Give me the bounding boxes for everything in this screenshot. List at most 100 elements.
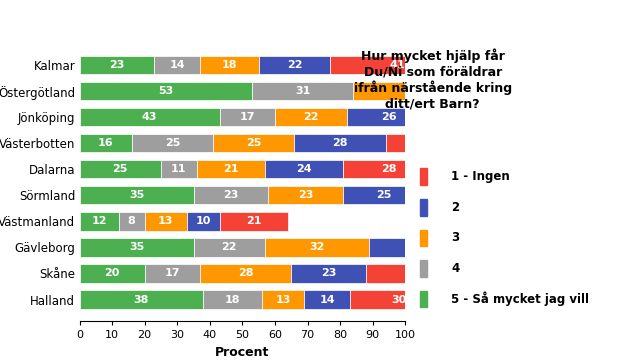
- Bar: [219, 212, 288, 231]
- Text: 21: 21: [458, 112, 473, 122]
- Text: 28: 28: [333, 138, 348, 148]
- Bar: [366, 264, 487, 283]
- Text: 35: 35: [129, 243, 144, 252]
- Text: 18: 18: [221, 60, 237, 70]
- Text: 31: 31: [295, 86, 310, 96]
- Bar: [80, 108, 219, 126]
- Text: Hur mycket hjälp får
Du/Ni som föräldrar
ifrån närstående kring
ditt/ert Barn?: Hur mycket hjälp får Du/Ni som föräldrar…: [354, 49, 512, 110]
- Bar: [265, 160, 343, 178]
- Bar: [304, 290, 350, 309]
- Bar: [80, 82, 252, 100]
- Text: 25: 25: [165, 138, 180, 148]
- Text: 22: 22: [303, 112, 319, 122]
- Text: 23: 23: [321, 269, 336, 278]
- Bar: [343, 160, 434, 178]
- Bar: [425, 186, 617, 204]
- Bar: [132, 134, 213, 152]
- X-axis label: Procent: Procent: [215, 346, 270, 359]
- Bar: [197, 160, 265, 178]
- Text: 59: 59: [513, 190, 529, 200]
- Bar: [193, 186, 268, 204]
- Text: 23: 23: [298, 190, 314, 200]
- Bar: [370, 238, 460, 257]
- Bar: [219, 108, 275, 126]
- Bar: [268, 186, 343, 204]
- Bar: [353, 82, 487, 100]
- Bar: [200, 56, 259, 74]
- Text: 32: 32: [310, 243, 325, 252]
- Bar: [187, 212, 219, 231]
- Bar: [80, 186, 193, 204]
- Text: 10: 10: [196, 216, 211, 226]
- Bar: [420, 291, 427, 308]
- Text: 22: 22: [287, 60, 302, 70]
- Bar: [350, 290, 448, 309]
- Text: 14: 14: [169, 60, 185, 70]
- Text: 26: 26: [381, 112, 397, 122]
- Bar: [385, 134, 464, 152]
- Text: 13: 13: [158, 216, 174, 226]
- Text: 25: 25: [377, 190, 392, 200]
- Bar: [193, 238, 265, 257]
- Text: 23: 23: [223, 190, 238, 200]
- Text: 37: 37: [418, 269, 434, 278]
- Text: 18: 18: [225, 295, 240, 305]
- Text: 11: 11: [171, 164, 186, 174]
- Text: 2: 2: [452, 201, 460, 214]
- Text: 23: 23: [109, 60, 125, 70]
- Text: 24: 24: [296, 164, 312, 174]
- Bar: [80, 160, 161, 178]
- Bar: [144, 264, 200, 283]
- Text: 49: 49: [558, 86, 574, 96]
- Bar: [144, 212, 187, 231]
- Bar: [420, 199, 427, 216]
- Bar: [294, 134, 385, 152]
- Text: 4: 4: [452, 262, 460, 275]
- Bar: [420, 260, 427, 277]
- Bar: [161, 160, 197, 178]
- Text: 21: 21: [223, 164, 238, 174]
- Text: 28: 28: [238, 269, 253, 278]
- Bar: [80, 134, 132, 152]
- Bar: [343, 186, 425, 204]
- Bar: [347, 108, 431, 126]
- Text: 1 - Ingen: 1 - Ingen: [452, 170, 510, 183]
- Text: 25: 25: [246, 138, 261, 148]
- Text: 25: 25: [113, 164, 128, 174]
- Text: 17: 17: [165, 269, 180, 278]
- Bar: [265, 238, 370, 257]
- Bar: [80, 238, 193, 257]
- Bar: [420, 168, 427, 185]
- Text: 21: 21: [246, 216, 261, 226]
- Text: 8: 8: [128, 216, 135, 226]
- Text: 12: 12: [92, 216, 107, 226]
- Bar: [213, 134, 294, 152]
- Text: 39: 39: [516, 243, 532, 252]
- Text: 5 - Så mycket jag vill: 5 - Så mycket jag vill: [452, 292, 590, 306]
- Text: 41: 41: [412, 86, 428, 96]
- Bar: [259, 56, 330, 74]
- Text: 24: 24: [417, 138, 432, 148]
- Text: 20: 20: [104, 269, 120, 278]
- Text: 22: 22: [221, 243, 237, 252]
- Text: 43: 43: [142, 112, 157, 122]
- Bar: [275, 108, 347, 126]
- Bar: [80, 290, 204, 309]
- Bar: [80, 56, 155, 74]
- Bar: [204, 290, 262, 309]
- Bar: [420, 230, 427, 246]
- Bar: [252, 82, 353, 100]
- Text: 53: 53: [158, 86, 174, 96]
- Text: 38: 38: [134, 295, 149, 305]
- Bar: [291, 264, 366, 283]
- Bar: [330, 56, 464, 74]
- Bar: [80, 212, 118, 231]
- Text: 35: 35: [129, 190, 144, 200]
- Text: 41: 41: [389, 60, 405, 70]
- Text: 17: 17: [240, 112, 255, 122]
- Text: 14: 14: [319, 295, 335, 305]
- Text: 3: 3: [452, 231, 460, 244]
- Bar: [487, 82, 636, 100]
- Bar: [262, 290, 304, 309]
- Bar: [118, 212, 144, 231]
